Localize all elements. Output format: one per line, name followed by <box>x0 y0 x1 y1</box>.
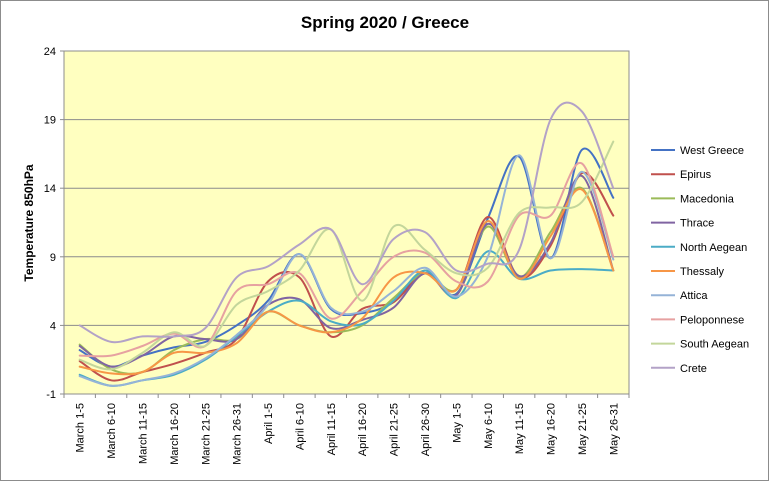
legend-label-west-greece: West Greece <box>680 145 744 157</box>
legend-label-south-aegean: South Aegean <box>680 339 749 351</box>
x-tick-label: May 1-5 <box>451 403 463 443</box>
series-line-crete <box>78 101 615 344</box>
legend-label-attica: Attica <box>680 290 708 302</box>
y-axis-label: Temperature 850hPa <box>22 164 36 281</box>
x-tick-label: March 1-5 <box>75 403 87 453</box>
series-lines <box>78 101 615 387</box>
x-tick-label: April 26-30 <box>420 403 432 456</box>
x-tick-label: May 16-20 <box>546 403 558 455</box>
x-tick-label: March 26-31 <box>232 403 244 465</box>
legend: West Greece Epirus Macedonia Thrace North Ae… <box>651 145 749 375</box>
x-tick-label: April 11-15 <box>326 403 338 455</box>
x-tick-label: April 16-20 <box>357 403 369 456</box>
legend-label-epirus: Epirus <box>680 169 712 181</box>
x-axis-ticks: March 1-5 March 6-10 March 11-15 March 16-2… <box>63 394 630 465</box>
x-tick-label: May 11-15 <box>514 403 526 454</box>
legend-label-crete: Crete <box>680 363 707 375</box>
x-tick-label: May 26-31 <box>608 403 620 455</box>
series-line-thessaly <box>78 188 615 376</box>
y-tick-label: 19 <box>44 115 56 127</box>
y-axis-ticks: -1 4 9 14 19 24 <box>44 46 64 401</box>
x-tick-label: March 11-15 <box>137 403 149 464</box>
series-line-peloponnese <box>78 162 615 358</box>
x-tick-label: April 21-25 <box>389 403 401 456</box>
y-tick-label: 24 <box>44 46 56 58</box>
x-tick-label: March 16-20 <box>169 403 181 465</box>
legend-label-north-aegean: North Aegean <box>680 242 747 254</box>
x-tick-label: March 21-25 <box>200 403 212 465</box>
x-tick-label: May 21-25 <box>577 403 589 455</box>
series-line-macedonia <box>78 186 615 375</box>
x-tick-label: May 6-10 <box>483 403 495 449</box>
legend-label-macedonia: Macedonia <box>680 193 735 205</box>
y-tick-label: 9 <box>50 252 56 264</box>
legend-label-peloponnese: Peloponnese <box>680 314 744 326</box>
x-tick-label: April 1-5 <box>263 403 275 444</box>
y-tick-label: 4 <box>50 320 56 332</box>
legend-box <box>644 137 761 379</box>
y-tick-label: 14 <box>44 183 56 195</box>
series-line-attica <box>78 154 615 387</box>
legend-label-thrace: Thrace <box>680 218 714 230</box>
chart-title: Spring 2020 / Greece <box>301 13 469 32</box>
legend-label-thessaly: Thessaly <box>680 266 725 278</box>
series-line-south-aegean <box>78 140 615 371</box>
y-tick-label: -1 <box>46 389 56 401</box>
x-tick-label: April 6-10 <box>294 403 306 450</box>
x-tick-label: March 6-10 <box>106 403 118 459</box>
